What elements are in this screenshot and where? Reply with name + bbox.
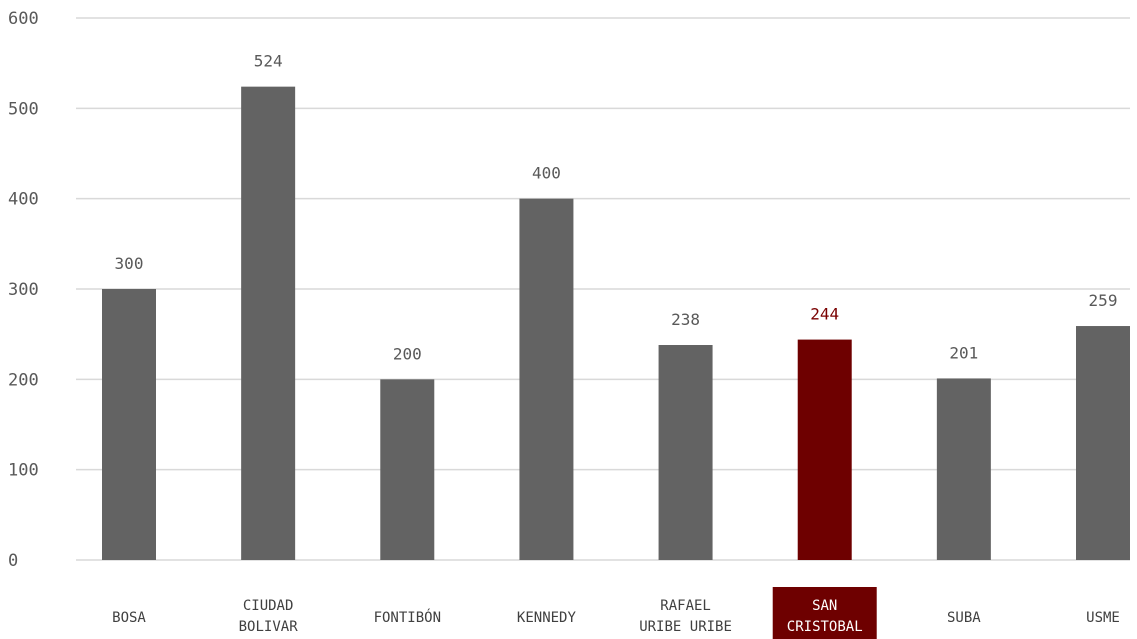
bar <box>797 339 852 560</box>
data-label: 200 <box>393 344 422 363</box>
data-label: 300 <box>115 254 144 273</box>
category-label: BOSA <box>112 610 146 626</box>
category-label: FONTIBÓN <box>374 608 441 626</box>
x-axis-categories: BOSA CIUDAD BOLIVAR FONTIBÓN KENNEDY RAFAEL UR… <box>112 587 1120 639</box>
data-label: 400 <box>532 164 561 183</box>
category-label: SAN <box>812 598 837 614</box>
bar <box>519 198 574 560</box>
data-label: 259 <box>1089 291 1118 310</box>
bar <box>658 345 713 560</box>
bar <box>380 379 435 560</box>
highlight-category-box <box>772 587 877 639</box>
category-label: RAFAEL <box>660 598 711 614</box>
category-label: CRISTOBAL <box>787 619 863 635</box>
y-tick-label: 600 <box>8 9 39 29</box>
y-tick-label: 400 <box>8 190 39 210</box>
data-label: 244 <box>810 305 839 324</box>
data-label: 238 <box>671 310 700 329</box>
y-tick-label: 0 <box>8 551 18 571</box>
category-label: CIUDAD <box>243 598 294 614</box>
bar <box>102 289 156 560</box>
bar <box>936 378 991 560</box>
y-tick-label: 300 <box>8 280 39 300</box>
y-tick-label: 100 <box>8 461 39 481</box>
y-axis-ticks: 0 100 200 300 400 500 600 <box>8 9 39 571</box>
y-tick-label: 500 <box>8 99 39 119</box>
category-label: KENNEDY <box>517 610 577 626</box>
data-label: 524 <box>254 52 283 71</box>
category-label: USME <box>1086 610 1120 626</box>
category-label: SUBA <box>947 610 981 626</box>
bars <box>102 86 1130 561</box>
category-label: BOLIVAR <box>239 619 299 635</box>
data-label: 201 <box>949 343 978 362</box>
bar <box>241 86 296 561</box>
data-labels: 300 524 200 400 238 244 201 259 <box>115 52 1118 364</box>
category-label: URIBE URIBE <box>639 619 732 635</box>
y-tick-label: 200 <box>8 370 39 390</box>
bar <box>1076 326 1130 560</box>
